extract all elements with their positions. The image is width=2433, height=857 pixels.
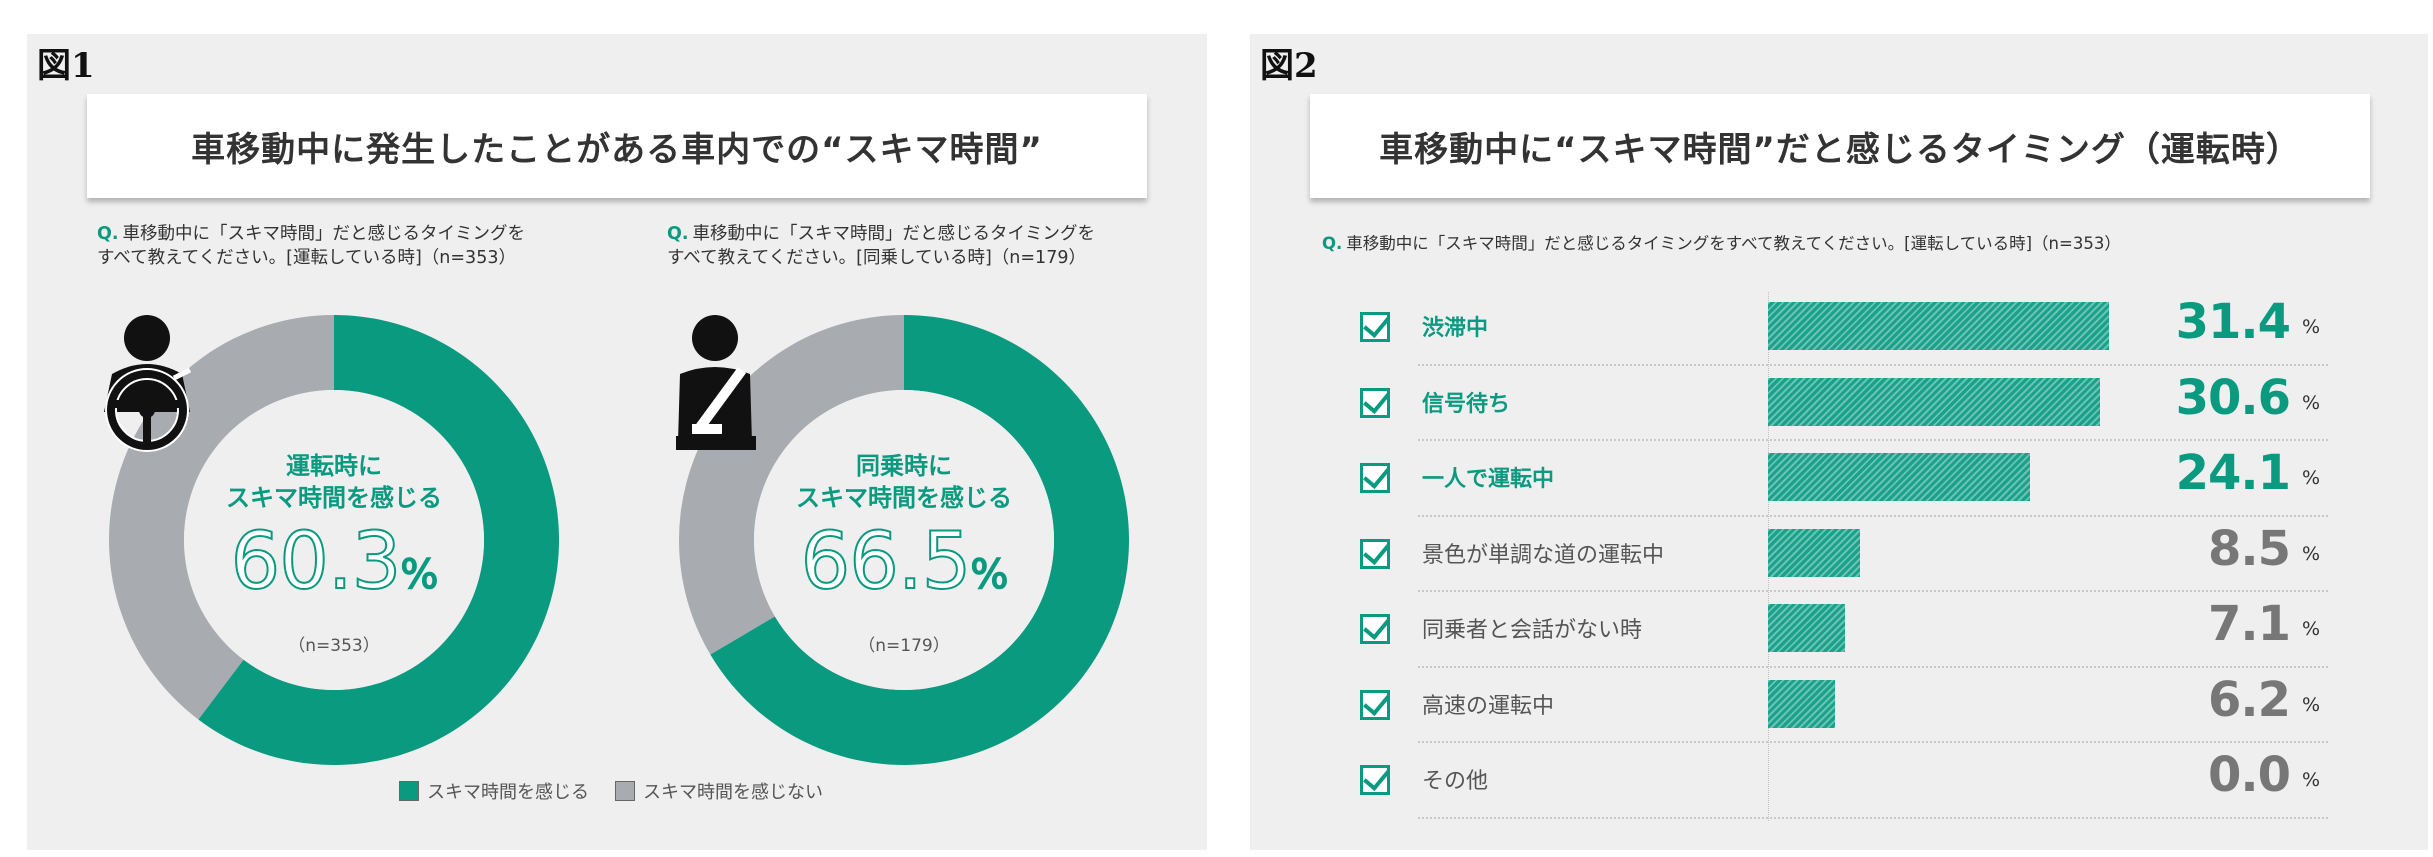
center-value: 66.5% — [800, 516, 1009, 608]
bar-value-label: 24.1 — [2175, 445, 2291, 501]
row-separator — [1418, 665, 2328, 668]
figure2-panel: 図2 車移動中に“スキマ時間”だと感じるタイミング（運転時） Q. 車移動中に「ス… — [1250, 34, 2428, 850]
center-n: （n=353） — [288, 636, 380, 656]
legend-label: スキマ時間を感じない — [643, 782, 823, 803]
donut-chart-driving — [108, 315, 559, 765]
checkbox-icon — [1360, 463, 1390, 493]
q-mark: Q. — [667, 224, 689, 244]
checkbox-icon — [1360, 765, 1390, 795]
row-separator — [1418, 363, 2328, 366]
donut-center-passenger: 同乗時に スキマ時間を感じる 66.5% （n=179） — [754, 450, 1054, 656]
figure1-legend: スキマ時間を感じる スキマ時間を感じない — [399, 778, 823, 804]
row-separator — [1418, 590, 2328, 592]
bar — [1768, 377, 2101, 426]
bar-value-label: 31.4 — [2175, 294, 2291, 350]
bar-category-label: 景色が単調な道の運転中 — [1422, 542, 1665, 568]
bar-value-unit: % — [2302, 693, 2321, 716]
bar-chart-area: 渋滞中 31.4% 信号待ち 30.6% 一人で運転中 24.1% 景色が単調な道の運転中 8… — [1250, 292, 2428, 852]
bar-value-unit: % — [2302, 391, 2321, 414]
row-separator — [1418, 816, 2328, 819]
legend-item-not-feel: スキマ時間を感じない — [615, 778, 823, 804]
bar — [1768, 679, 1836, 728]
checkbox-icon — [1360, 689, 1390, 720]
slice-not-feel — [108, 315, 334, 720]
bar-value-label: 7.1 — [2207, 596, 2291, 652]
slice-feel — [710, 315, 1129, 765]
center-label: 同乗時に スキマ時間を感じる — [796, 452, 1012, 512]
legend-swatch-gray — [615, 781, 635, 801]
bar-value-unit: % — [2302, 618, 2321, 640]
row-separator — [1418, 741, 2328, 743]
bar-value-label: 6.2 — [2207, 671, 2291, 728]
center-n: （n=179） — [858, 636, 950, 656]
donut-hole — [754, 390, 1054, 690]
bar-category-label: その他 — [1422, 769, 1489, 794]
bar — [1768, 453, 2030, 501]
bar — [1768, 604, 1846, 652]
bar-category-label: 信号待ち — [1422, 391, 1511, 417]
bar-category-label: 同乗者と会話がない時 — [1422, 618, 1643, 643]
question-figure2: Q. 車移動中に「スキマ時間」だと感じるタイミングをすべて教えてください。[運転し… — [1322, 232, 2121, 256]
figure1-panel: 図1 車移動中に発生したことがある車内での“スキマ時間” Q. 車移動中に「スキマ… — [27, 34, 1207, 850]
question-driving: Q. 車移動中に「スキマ時間」だと感じるタイミングを すべて教えてください。[運転… — [97, 222, 525, 270]
question-passenger: Q. 車移動中に「スキマ時間」だと感じるタイミングを すべて教えてください。[同乗… — [667, 222, 1095, 270]
checkbox-icon — [1360, 312, 1390, 342]
legend-swatch-teal — [399, 781, 419, 801]
checkbox-icon — [1360, 538, 1390, 569]
donut-svg — [679, 315, 1129, 765]
question-text: 車移動中に「スキマ時間」だと感じるタイミングを すべて教えてください。[運転して… — [97, 224, 526, 268]
bar-value-label: 8.5 — [2207, 520, 2291, 577]
driver-steering-wheel-icon — [102, 312, 202, 461]
donut-center-driving: 運転時に スキマ時間を感じる 60.3% （n=353） — [184, 450, 484, 656]
bar-value-label: 30.6 — [2175, 369, 2291, 426]
bar-category-label: 一人で運転中 — [1422, 467, 1555, 492]
checkbox-icon — [1360, 614, 1390, 644]
legend-label: スキマ時間を感じる — [427, 782, 589, 803]
donut-chart-passenger — [679, 315, 1129, 765]
center-label: 運転時に スキマ時間を感じる — [226, 452, 442, 512]
question-text: 車移動中に「スキマ時間」だと感じるタイミングを すべて教えてください。[同乗して… — [667, 224, 1096, 268]
bar-value-label: 0.0 — [2207, 747, 2291, 803]
bar — [1768, 302, 2109, 350]
figure1-title: 車移動中に発生したことがある車内での“スキマ時間” — [87, 94, 1147, 198]
donut-hole — [184, 390, 484, 690]
bar — [1768, 528, 1861, 577]
q-mark: Q. — [97, 224, 119, 244]
figure2-label: 図2 — [1260, 46, 1318, 86]
q-mark: Q. — [1322, 234, 1343, 253]
bar-value-unit: % — [2302, 542, 2321, 565]
slice-feel — [198, 315, 559, 765]
bar-value-unit: % — [2302, 769, 2321, 791]
checkbox-icon — [1360, 387, 1390, 418]
row-separator — [1418, 439, 2328, 441]
bar-value-unit: % — [2302, 467, 2321, 489]
figure1-label: 図1 — [37, 46, 95, 86]
question-text: 車移動中に「スキマ時間」だと感じるタイミングをすべて教えてください。[運転してい… — [1346, 234, 2121, 253]
donut-svg — [108, 315, 559, 765]
bar-category-label: 渋滞中 — [1422, 316, 1489, 341]
passenger-seatbelt-icon — [670, 312, 770, 461]
figure2-title: 車移動中に“スキマ時間”だと感じるタイミング（運転時） — [1310, 94, 2370, 198]
legend-item-feel: スキマ時間を感じる — [399, 778, 589, 804]
bar-category-label: 高速の運転中 — [1422, 693, 1555, 719]
row-separator — [1418, 514, 2328, 517]
bar-value-unit: % — [2302, 316, 2321, 338]
center-value: 60.3% — [230, 516, 439, 608]
